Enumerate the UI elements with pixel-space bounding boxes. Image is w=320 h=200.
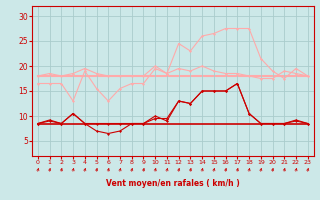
X-axis label: Vent moyen/en rafales ( km/h ): Vent moyen/en rafales ( km/h ): [106, 179, 240, 188]
